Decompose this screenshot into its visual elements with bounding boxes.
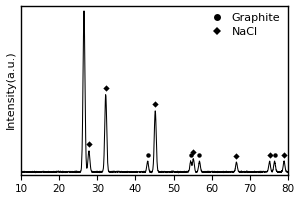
Legend: Graphite, NaCl: Graphite, NaCl bbox=[204, 11, 282, 39]
Y-axis label: Intensity(a.u.): Intensity(a.u.) bbox=[6, 51, 16, 129]
